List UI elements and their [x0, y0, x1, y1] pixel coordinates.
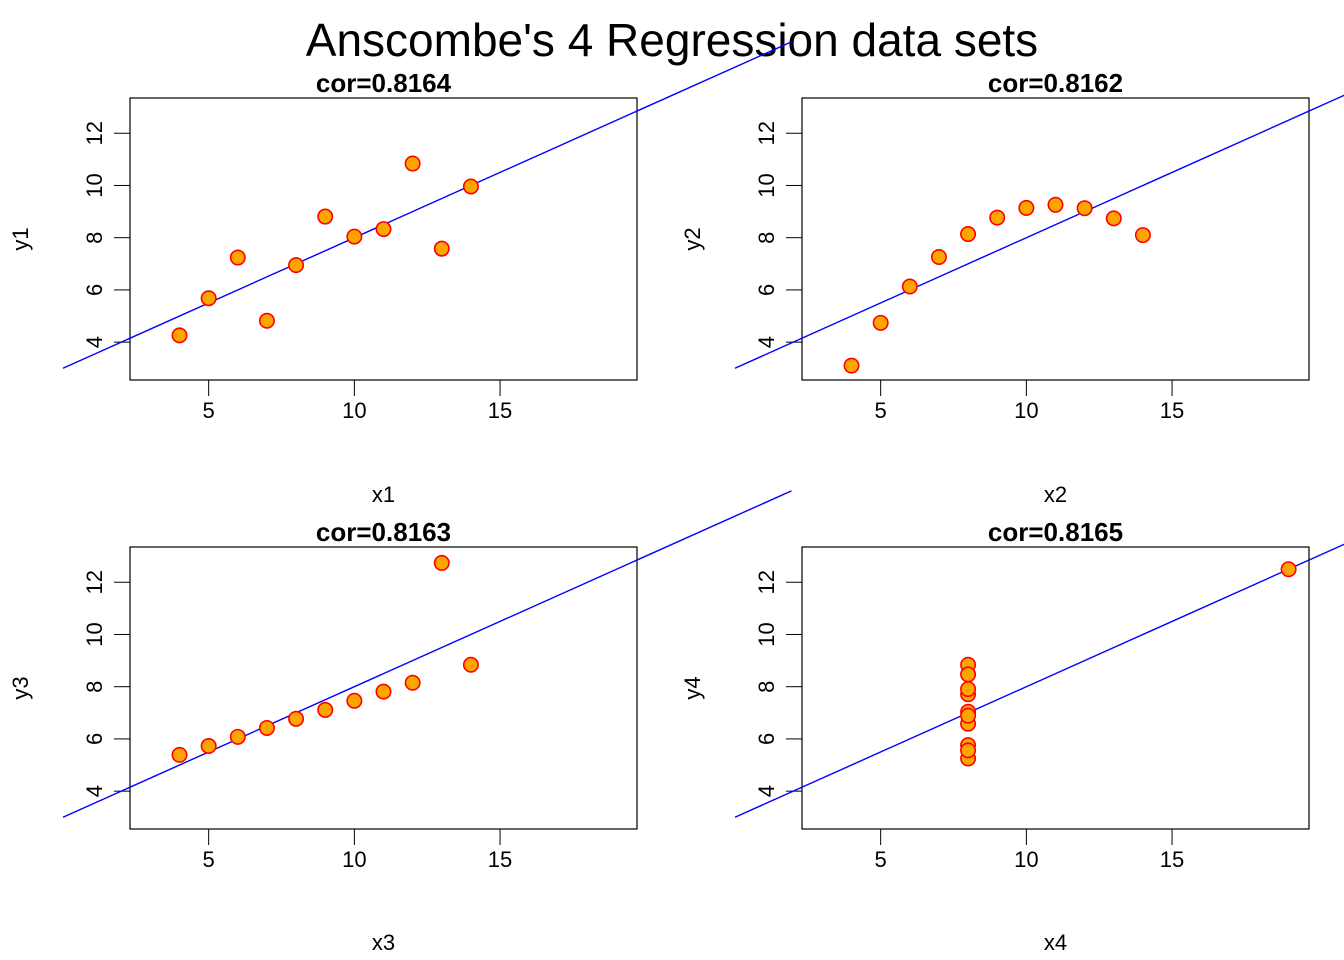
x-tick-label: 15 [1160, 847, 1184, 872]
y-tick-label: 6 [754, 733, 779, 745]
y-tick-label: 4 [82, 336, 107, 348]
data-point [317, 701, 334, 718]
data-point [200, 290, 217, 307]
y-tick-label: 10 [82, 622, 107, 646]
y-tick-label: 12 [82, 121, 107, 145]
y-tick-label: 4 [754, 336, 779, 348]
data-point [229, 249, 246, 266]
regression-line [734, 543, 1344, 818]
y-tick-label: 6 [754, 284, 779, 296]
y-tick-label: 12 [82, 570, 107, 594]
data-point [229, 728, 246, 745]
data-point [404, 674, 421, 691]
x-axis-label: x1 [372, 482, 395, 507]
x-tick-label: 5 [875, 398, 887, 423]
regression-line [62, 490, 792, 818]
data-point [288, 710, 305, 727]
plot-frame [129, 546, 638, 830]
data-point [462, 178, 479, 195]
x-tick-label: 15 [488, 398, 512, 423]
y-tick-label: 4 [754, 785, 779, 797]
panel-4: cor=0.8165 5 10 15 4 6 8 10 12 x4 y4 [680, 517, 1344, 955]
y-tick-label: 12 [754, 570, 779, 594]
panel-2: cor=0.8162 5 10 15 4 6 8 10 12 x2 y2 [680, 68, 1344, 507]
x-tick-label: 5 [203, 398, 215, 423]
data-point [960, 226, 977, 243]
panel-3: cor=0.8163 5 10 15 4 6 8 10 12 x3 y3 [8, 490, 792, 955]
y-tick-label: 8 [754, 681, 779, 693]
x-tick-label: 10 [1014, 398, 1038, 423]
y-axis-label: y2 [680, 227, 705, 250]
panel-title: cor=0.8164 [316, 68, 452, 98]
data-point [960, 666, 977, 683]
x-tick-label: 10 [342, 847, 366, 872]
data-point [258, 719, 275, 736]
data-point [433, 240, 450, 257]
data-point [989, 209, 1006, 226]
data-point [375, 221, 392, 238]
y-tick-label: 12 [754, 121, 779, 145]
data-point [404, 155, 421, 172]
x-tick-label: 10 [342, 398, 366, 423]
y-axis-label: y1 [8, 227, 33, 250]
y-tick-label: 4 [82, 785, 107, 797]
y-tick-label: 8 [82, 232, 107, 244]
data-point [1134, 227, 1151, 244]
x-tick-label: 15 [1160, 398, 1184, 423]
data-point [872, 314, 889, 331]
x-tick-label: 10 [1014, 847, 1038, 872]
panel-title: cor=0.8162 [988, 68, 1123, 98]
data-point [462, 656, 479, 673]
y-tick-label: 10 [82, 173, 107, 197]
data-point [433, 554, 450, 571]
panel-1: cor=0.8164 5 10 15 4 6 8 10 12 x1 y1 [8, 41, 792, 507]
data-point [1105, 210, 1122, 227]
data-point [901, 278, 918, 295]
data-point [1076, 200, 1093, 217]
x-tick-label: 15 [488, 847, 512, 872]
data-point [1018, 199, 1035, 216]
data-point [317, 208, 334, 225]
data-point [1047, 196, 1064, 213]
data-point [200, 737, 217, 754]
data-point [171, 746, 188, 763]
x-axis-label: x4 [1044, 930, 1067, 955]
x-axis-label: x2 [1044, 482, 1067, 507]
data-point [346, 228, 363, 245]
data-point [960, 742, 977, 759]
regression-line [62, 41, 792, 369]
panel-title: cor=0.8163 [316, 517, 451, 547]
data-point [1280, 561, 1297, 578]
regression-line [734, 94, 1344, 369]
x-axis-label: x3 [372, 930, 395, 955]
page-title: Anscombe's 4 Regression data sets [305, 14, 1039, 66]
y-tick-label: 6 [82, 733, 107, 745]
data-point [843, 357, 860, 374]
x-tick-label: 5 [875, 847, 887, 872]
panel-title: cor=0.8165 [988, 517, 1123, 547]
plot-frame [801, 546, 1310, 830]
data-point [258, 312, 275, 329]
x-tick-label: 5 [203, 847, 215, 872]
y-tick-label: 10 [754, 173, 779, 197]
data-point [960, 707, 977, 724]
data-point [346, 692, 363, 709]
y-tick-label: 8 [754, 232, 779, 244]
data-point [375, 683, 392, 700]
data-point [960, 681, 977, 698]
data-point [171, 327, 188, 344]
data-point [288, 257, 305, 274]
plot-frame [129, 97, 638, 381]
y-axis-label: y4 [680, 676, 705, 699]
y-tick-label: 10 [754, 622, 779, 646]
y-tick-label: 6 [82, 284, 107, 296]
y-tick-label: 8 [82, 681, 107, 693]
data-point [930, 249, 947, 266]
plot-frame [801, 97, 1310, 381]
y-axis-label: y3 [8, 676, 33, 699]
